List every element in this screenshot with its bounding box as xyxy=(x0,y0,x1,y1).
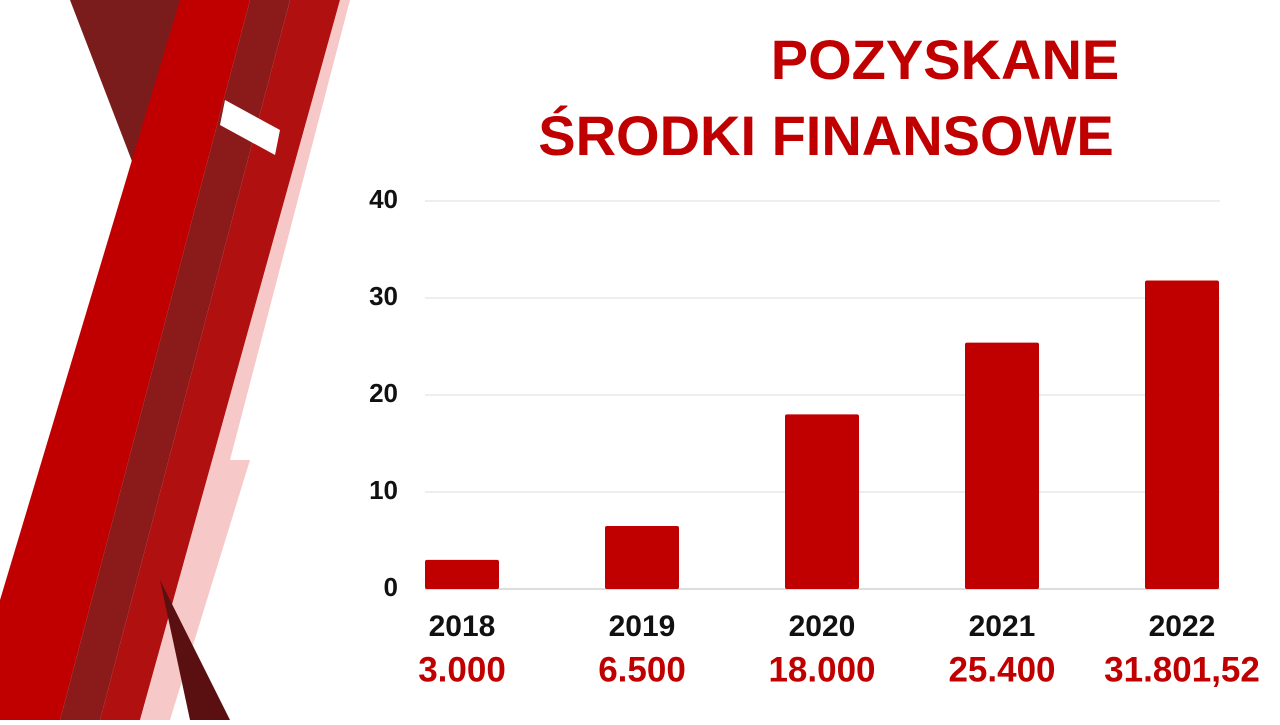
stripe xyxy=(140,0,350,720)
bar xyxy=(425,559,499,589)
y-tick-label: 40 xyxy=(369,184,398,214)
bar xyxy=(605,525,679,589)
x-tick-label: 2021 xyxy=(969,610,1036,643)
stripe xyxy=(100,0,340,720)
value-label: 18.000 xyxy=(768,650,875,689)
stripe xyxy=(160,580,230,720)
x-tick-label: 2018 xyxy=(429,610,496,643)
bar xyxy=(1145,280,1219,589)
y-tick-label: 0 xyxy=(384,572,398,602)
x-tick-label: 2020 xyxy=(789,610,856,643)
stripe xyxy=(60,0,290,720)
stripe xyxy=(0,0,250,720)
x-tick-label: 2022 xyxy=(1149,610,1216,643)
value-label: 6.500 xyxy=(598,650,686,689)
decoration xyxy=(0,0,350,720)
stripe xyxy=(70,0,190,260)
bar xyxy=(785,414,859,589)
y-tick-label: 20 xyxy=(369,378,398,408)
chart-title: POZYSKANE xyxy=(771,28,1120,91)
chart-title: ŚRODKI FINANSOWE xyxy=(538,104,1114,167)
stripe xyxy=(220,100,280,155)
value-label: 31.801,52 xyxy=(1104,650,1260,689)
value-label: 25.400 xyxy=(948,650,1055,689)
x-tick-label: 2019 xyxy=(609,610,676,643)
y-tick-label: 10 xyxy=(369,475,398,505)
y-tick-label: 30 xyxy=(369,281,398,311)
value-label: 3.000 xyxy=(418,650,506,689)
bar xyxy=(965,342,1039,589)
